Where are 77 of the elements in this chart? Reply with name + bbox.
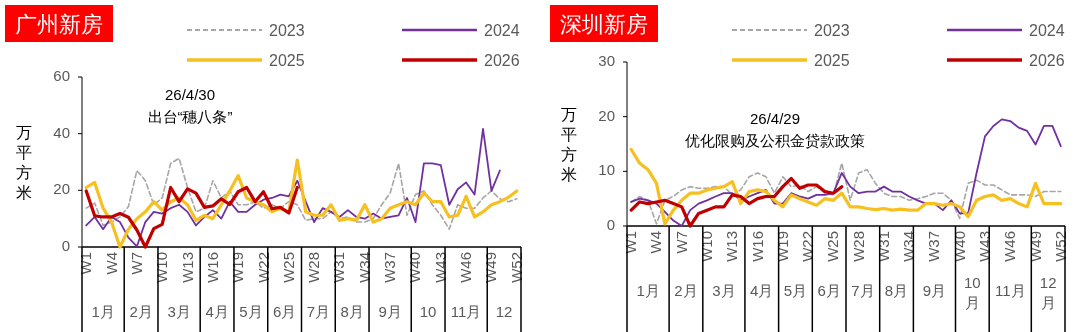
text: 11月	[450, 303, 482, 320]
x-tick-label: W16	[748, 231, 766, 262]
text: 3月	[712, 282, 736, 299]
y-tick-label: 20	[598, 106, 615, 124]
text: 4月	[750, 282, 774, 299]
y-tick-label: 30	[598, 51, 615, 69]
line-series	[85, 127, 501, 248]
x-tick-label: W25	[824, 231, 842, 262]
text: 10	[419, 303, 437, 320]
annotation: 26/4/29 优化限购及公积金贷款政策	[685, 110, 865, 149]
legend-label: 2023	[269, 22, 305, 39]
x-tick-label: W25	[279, 252, 297, 283]
text: 2月	[129, 303, 153, 320]
text: 1月	[91, 303, 115, 320]
x-tick-label: W4	[647, 231, 665, 254]
x-tick-label: W28	[305, 252, 323, 283]
line-series	[84, 185, 299, 249]
line-series	[629, 176, 844, 228]
line-series	[85, 157, 518, 230]
text: 7月	[851, 282, 875, 299]
text: 9月	[378, 303, 402, 320]
text: 9月	[922, 282, 947, 299]
chart-title: 深圳新房	[560, 12, 648, 37]
text: 3月	[167, 303, 191, 320]
legend-label: 2025	[269, 52, 305, 69]
y-tick-label: 0	[61, 236, 70, 254]
text: 11月	[994, 282, 1026, 299]
x-tick-label: W16	[203, 252, 221, 283]
text: 1月	[636, 282, 660, 299]
y-tick-label: 10	[598, 161, 615, 179]
text: 8月	[340, 303, 364, 320]
text: 5月	[783, 282, 808, 299]
x-tick-label: W1	[77, 252, 95, 275]
x-tick-label: W43	[431, 252, 449, 283]
legend-label: 2026	[484, 52, 520, 69]
line-series	[630, 162, 1062, 225]
x-tick-label: W10	[153, 252, 171, 283]
annotation: 26/4/30 出台“穗八条”	[147, 86, 233, 125]
x-tick-label: W4	[102, 252, 120, 275]
text: 10月	[964, 274, 981, 311]
chart-title: 广州新房	[15, 12, 103, 37]
text: 5月	[239, 303, 263, 320]
x-tick-label: W46	[457, 252, 475, 283]
y-axis-title: 万平方米	[16, 124, 32, 201]
text: 4月	[205, 303, 229, 320]
x-tick-label: W37	[925, 231, 943, 262]
y-tick-label: 0	[606, 215, 615, 233]
text: 12	[495, 303, 513, 320]
text: 7月	[306, 303, 331, 320]
text: 12月	[1039, 274, 1057, 311]
x-tick-label: W34	[355, 252, 373, 283]
legend-label: 2024	[484, 22, 520, 39]
x-tick-label: W7	[127, 252, 145, 275]
legend-label: 2023	[814, 22, 850, 39]
y-axis-title: 万平方米	[561, 106, 577, 183]
text: 2月	[674, 282, 698, 299]
legend-label: 2025	[814, 52, 850, 69]
text: 6月	[817, 282, 841, 299]
y-tick-label: 20	[53, 180, 70, 198]
x-tick-label: W19	[229, 252, 247, 283]
x-tick-label: W10	[698, 231, 716, 262]
x-tick-label: W46	[1001, 231, 1019, 262]
x-tick-label: W13	[723, 231, 741, 262]
x-tick-label: W13	[178, 252, 196, 283]
legend-label: 2024	[1029, 22, 1065, 39]
x-tick-label: W52	[507, 252, 525, 283]
x-tick-label: W43	[975, 231, 993, 262]
text: 8月	[884, 282, 909, 299]
y-tick-label: 60	[53, 66, 70, 84]
x-tick-label: W28	[849, 231, 867, 262]
text: 6月	[272, 303, 297, 320]
y-tick-label: 40	[53, 123, 70, 141]
x-tick-label: W37	[381, 252, 399, 283]
legend-label: 2026	[1029, 52, 1065, 69]
x-tick-label: W52	[1051, 231, 1069, 262]
x-tick-label: W7	[672, 231, 690, 254]
x-tick-label: W1	[622, 231, 640, 254]
